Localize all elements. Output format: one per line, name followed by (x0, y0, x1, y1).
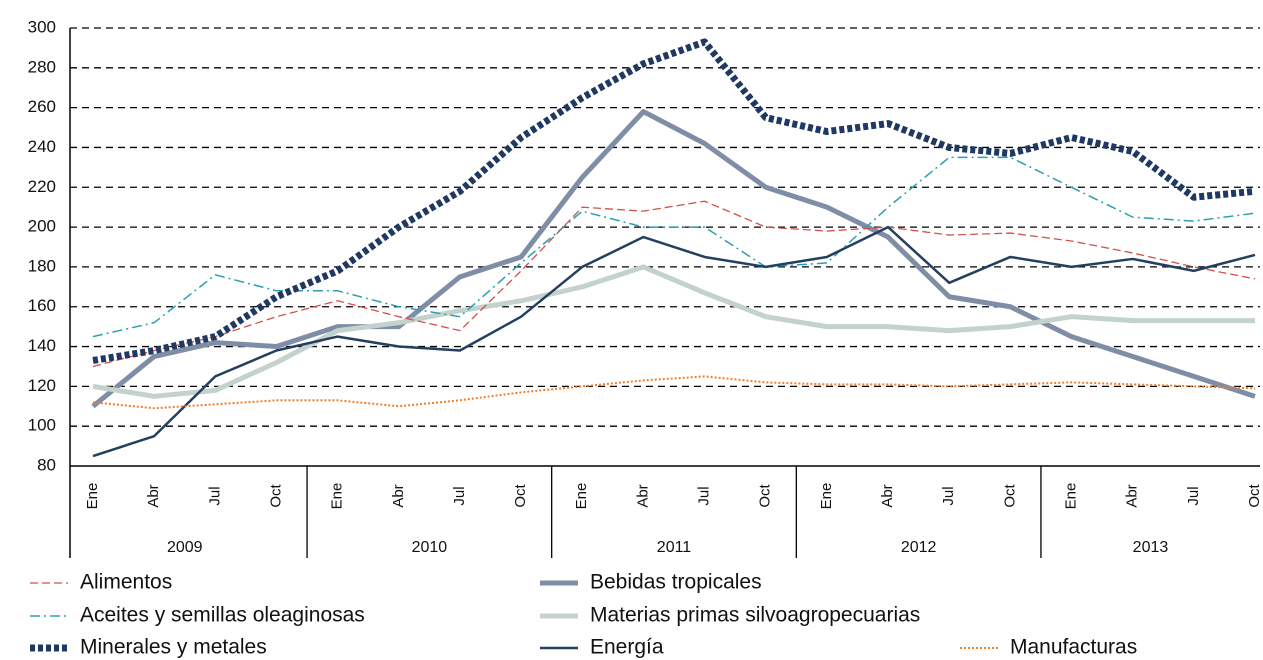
x-tick-label: Oct (267, 484, 284, 508)
year-label: 2009 (167, 539, 203, 556)
x-tick-label: Abr (145, 484, 162, 507)
y-tick-label: 180 (28, 256, 56, 275)
y-tick-label: 260 (28, 97, 56, 116)
year-label: 2010 (412, 539, 448, 556)
x-tick-label: Jul (696, 486, 713, 505)
legend-label: Manufacturas (1010, 636, 1137, 659)
x-tick-label: Ene (818, 483, 835, 510)
y-tick-label: 280 (28, 57, 56, 76)
series-line (92, 264, 1255, 399)
x-tick-label: Oct (512, 484, 529, 508)
series-line (92, 200, 1256, 368)
year-label: 2011 (657, 539, 692, 556)
series-line (92, 375, 1256, 410)
x-tick-label: Jul (940, 486, 957, 505)
x-tick-label: Abr (879, 484, 896, 507)
x-tick-label: Abr (1124, 484, 1141, 507)
legend-label: Energía (590, 636, 664, 659)
y-tick-label: 220 (28, 177, 56, 196)
legend-label: Alimentos (80, 571, 172, 594)
y-tick-label: 80 (37, 455, 56, 474)
x-tick-label: Abr (634, 484, 651, 507)
y-tick-label: 200 (28, 217, 56, 236)
x-tick-label: Abr (390, 484, 407, 507)
x-tick-label: Oct (1246, 484, 1263, 508)
x-tick-label: Jul (1185, 486, 1202, 505)
x-tick-label: Ene (573, 483, 590, 510)
x-tick-label: Ene (329, 483, 346, 510)
series-line (92, 38, 1256, 364)
y-tick-label: 140 (28, 336, 56, 355)
y-tick-label: 120 (28, 376, 56, 395)
x-tick-label: Oct (757, 484, 774, 508)
series-line (91, 109, 1256, 409)
series-line (92, 225, 1256, 458)
legend-label: Materias primas silvoagropecuarias (590, 604, 920, 627)
y-tick-label: 240 (28, 137, 56, 156)
year-label: 2012 (901, 539, 937, 556)
x-tick-label: Oct (1001, 484, 1018, 508)
legend-label: Bebidas tropicales (590, 571, 762, 594)
y-tick-label: 300 (28, 17, 56, 36)
x-tick-label: Jul (206, 486, 223, 505)
x-tick-label: Ene (1062, 483, 1079, 510)
legend-label: Minerales y metales (80, 636, 267, 659)
x-tick-label: Jul (451, 486, 468, 505)
y-tick-label: 160 (28, 296, 56, 315)
series-line (92, 156, 1256, 338)
x-tick-label: Ene (84, 483, 101, 510)
y-tick-label: 100 (28, 416, 56, 435)
legend-label: Aceites y semillas oleaginosas (80, 604, 365, 627)
year-label: 2013 (1133, 539, 1169, 556)
